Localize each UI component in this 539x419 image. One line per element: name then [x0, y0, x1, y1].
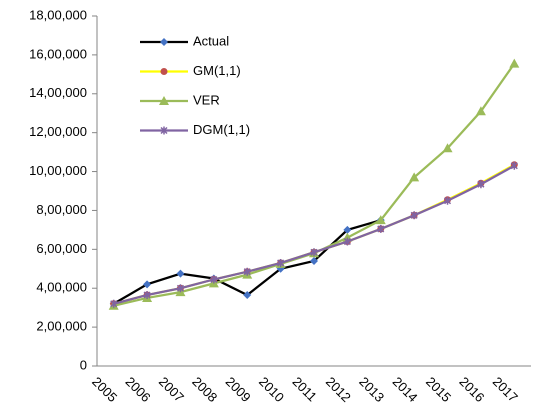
marker: [343, 237, 351, 246]
legend-label: DGM(1,1): [193, 122, 250, 137]
marker: [143, 280, 152, 289]
marker: [159, 96, 169, 105]
marker: [475, 106, 486, 116]
y-tick-label: 12,00,000: [29, 124, 87, 139]
y-tick-label: 8,00,000: [36, 202, 87, 217]
marker: [243, 291, 252, 300]
marker: [160, 126, 168, 135]
marker: [375, 215, 386, 225]
marker: [176, 284, 184, 293]
marker: [377, 224, 385, 233]
marker: [510, 161, 518, 170]
marker: [444, 196, 452, 205]
series: [110, 161, 518, 308]
x-tick-label: 2011: [289, 374, 319, 404]
marker: [409, 172, 420, 182]
x-tick-label: 2007: [156, 374, 187, 405]
marker: [343, 225, 352, 234]
marker: [277, 258, 285, 267]
series-line: [113, 164, 515, 305]
y-tick-label: 0: [80, 357, 87, 372]
x-tick-label: 2010: [256, 374, 287, 405]
marker: [410, 211, 418, 220]
x-tick-label: 2009: [223, 374, 254, 405]
x-tick-label: 2008: [189, 374, 220, 405]
y-tick-label: 16,00,000: [29, 46, 87, 61]
marker: [310, 248, 318, 257]
x-tick-label: 2012: [323, 374, 354, 405]
y-tick-label: 10,00,000: [29, 163, 87, 178]
x-tick-label: 2006: [123, 374, 154, 405]
x-tick-label: 2015: [423, 374, 454, 405]
x-tick-label: 2013: [356, 374, 387, 405]
marker: [310, 257, 318, 265]
marker: [160, 68, 168, 75]
x-tick-label: 2005: [89, 374, 120, 405]
legend-label: VER: [193, 92, 220, 107]
y-tick-label: 2,00,000: [36, 319, 87, 334]
y-tick-label: 6,00,000: [36, 241, 87, 256]
marker: [477, 180, 485, 189]
marker: [442, 143, 453, 153]
marker: [210, 275, 218, 284]
marker: [160, 38, 168, 46]
marker: [243, 267, 251, 276]
marker: [143, 291, 151, 300]
legend-label: GM(1,1): [193, 63, 241, 78]
x-tick-label: 2016: [456, 374, 487, 405]
legend-label: Actual: [193, 33, 229, 48]
series: [108, 58, 520, 310]
x-tick-label: 2017: [490, 374, 521, 405]
marker: [110, 299, 118, 308]
series: [110, 161, 518, 308]
x-tick-label: 2014: [390, 374, 421, 405]
y-tick-label: 18,00,000: [29, 7, 87, 22]
y-tick-label: 14,00,000: [29, 85, 87, 100]
marker: [176, 269, 185, 278]
y-tick-label: 4,00,000: [36, 280, 87, 295]
series-line: [113, 163, 515, 305]
marker: [509, 58, 520, 68]
